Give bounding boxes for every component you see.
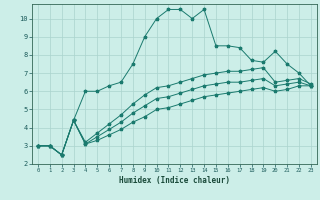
X-axis label: Humidex (Indice chaleur): Humidex (Indice chaleur) <box>119 176 230 185</box>
